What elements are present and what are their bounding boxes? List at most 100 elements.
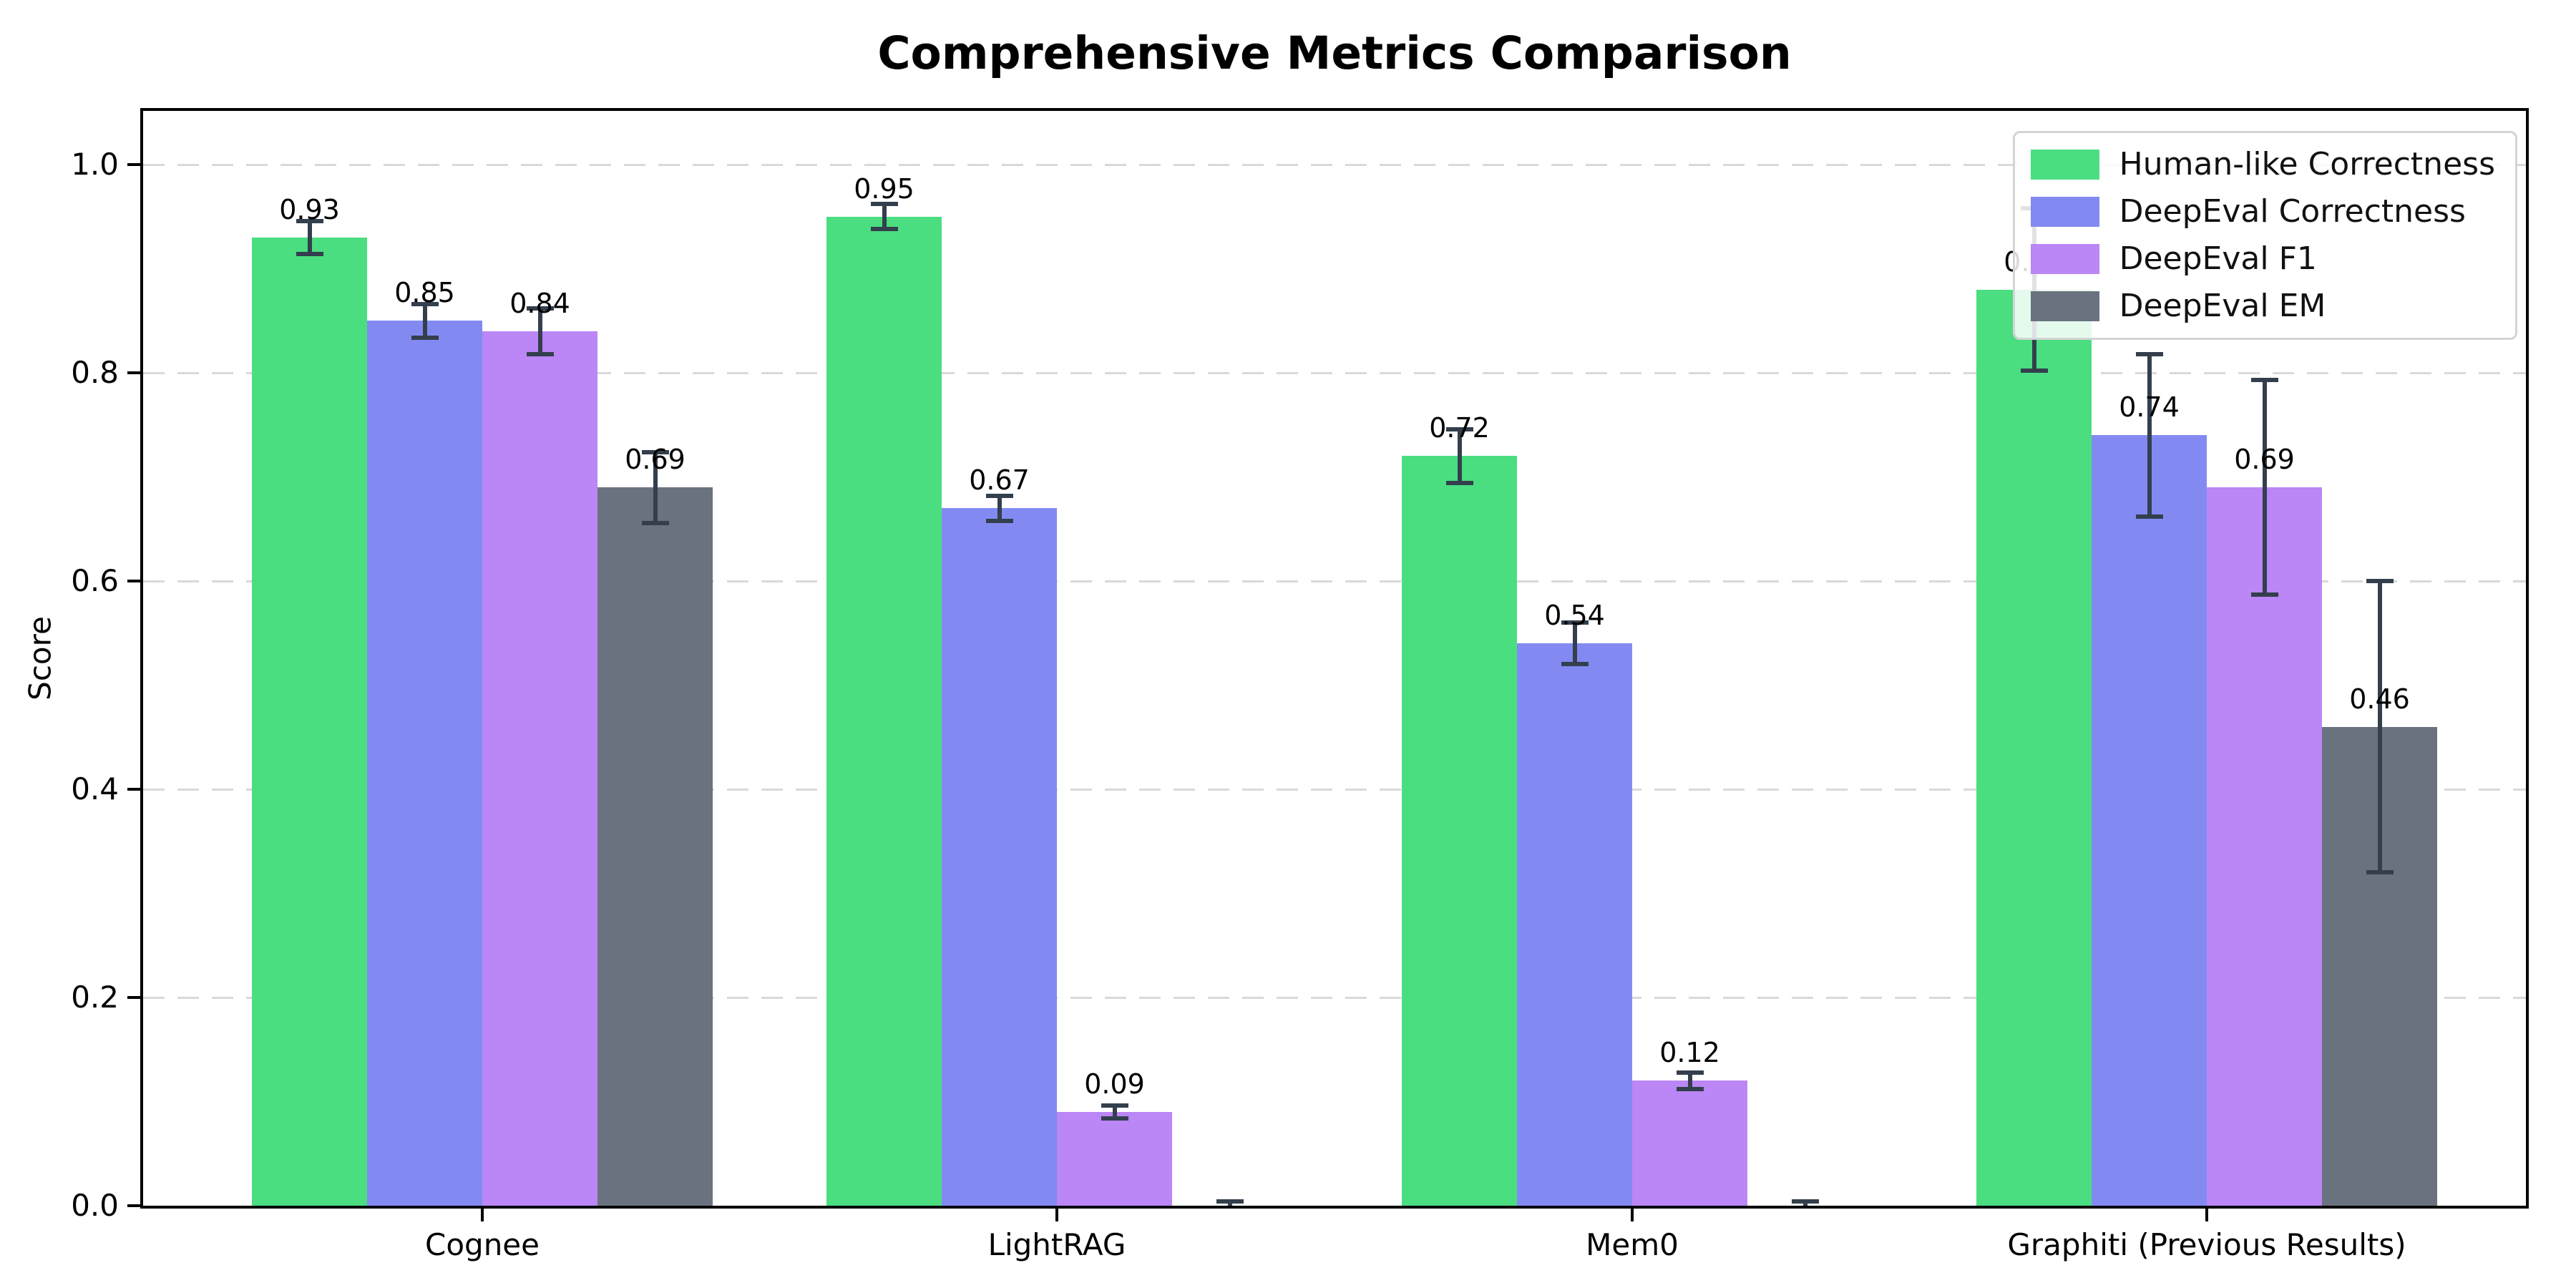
bar-value-label: 0.85 [394,277,455,309]
bar-value-label: 0.95 [854,172,914,205]
error-bar-line [2377,581,2382,873]
error-bar-cap-top [1101,1103,1128,1108]
bar-value-label: 0.69 [625,444,686,476]
error-bar-line [2262,380,2267,595]
gridline-1.0 [143,164,2526,166]
error-bar-line [307,220,312,255]
error-bar-line [1572,623,1577,665]
error-bar-cap-bottom [2135,514,2163,519]
error-bar-cap-top [2250,378,2278,383]
bar-deepeval-correctness-2 [1517,643,1632,1206]
error-bar-cap-top [2366,579,2394,583]
y-axis-label: Score [22,616,58,701]
error-bar-cap-bottom [2366,870,2394,875]
bar-value-label: 0.12 [1659,1037,1720,1069]
error-bar-line [882,204,887,230]
error-bar-line [2147,353,2152,517]
error-bar-cap-bottom [411,335,439,340]
bar-human-like-correctness-1 [826,216,942,1206]
y-tick-mark [127,580,140,582]
legend-swatch-2 [2030,244,2099,274]
error-bar-cap-top [1676,1070,1704,1075]
y-tick-label: 0.2 [71,980,119,1015]
error-bar-cap-top [411,301,439,306]
x-tick-mark [1631,1209,1634,1221]
error-bar-cap-bottom [1445,481,1473,486]
legend: Human-like Correctness DeepEval Correctne… [2012,131,2517,340]
x-category-label-0: Cognee [425,1227,540,1262]
error-bar-cap-bottom [1676,1087,1704,1092]
error-bar-cap-top [1445,426,1473,431]
gridline-0.6 [143,580,2526,582]
error-bar-cap-top [870,202,898,207]
bar-value-label: 0.09 [1084,1068,1145,1101]
bar-human-like-correctness-2 [1402,456,1517,1206]
error-bar-cap-bottom [526,351,554,356]
error-bar-cap-top [1561,620,1589,625]
legend-label-2: DeepEval F1 [2119,240,2317,277]
legend-label-0: Human-like Correctness [2119,146,2495,182]
x-tick-mark [481,1209,484,1221]
x-category-label-3: Graphiti (Previous Results) [2007,1227,2406,1262]
error-bar-cap-top [641,449,669,454]
error-bar-line [1687,1072,1692,1090]
y-tick-label: 0.0 [71,1188,119,1223]
error-bar-cap-top [526,306,554,311]
error-bar-cap-bottom [1561,662,1589,667]
bar-deepeval-f1-1 [1057,1112,1172,1206]
bar-value-label: 0.69 [2234,444,2295,476]
y-tick-mark [127,371,140,374]
error-bar-cap-top [985,493,1013,498]
error-bar-line [1112,1106,1117,1118]
error-bar-cap-bottom [2250,592,2278,597]
y-tick-mark [127,1204,140,1207]
axis-spine-left [140,108,143,1209]
x-category-label-1: LightRAG [987,1227,1126,1262]
y-tick-mark [127,996,140,999]
y-tick-label: 1.0 [71,147,119,182]
x-tick-mark [2205,1209,2208,1221]
gridline-0.2 [143,997,2526,999]
bar-deepeval-f1-2 [1632,1080,1747,1206]
error-bar-line [422,303,427,338]
bar-value-label: 0.93 [279,193,340,225]
x-tick-mark [1055,1209,1058,1221]
bar-deepeval-em-0 [597,487,713,1206]
bar-deepeval-correctness-1 [942,508,1057,1206]
axis-spine-top [143,108,2526,111]
bar-value-label: 0.67 [969,464,1030,497]
y-tick-label: 0.6 [71,563,119,598]
y-tick-mark [127,163,140,166]
error-bar-cap-bottom [296,252,323,257]
bar-human-like-correctness-3 [1976,289,2092,1206]
error-bar-line [1457,429,1462,484]
legend-item-2: DeepEval F1 [2030,240,2495,278]
legend-item-1: DeepEval Correctness [2030,193,2495,230]
error-bar-cap-bottom [641,520,669,525]
error-bar-cap-bottom [870,227,898,232]
x-category-label-2: Mem0 [1586,1227,1679,1262]
bar-value-label: 0.54 [1544,600,1605,632]
error-bar-line [653,452,658,523]
error-bar-cap-top [296,218,323,223]
legend-swatch-1 [2030,197,2099,227]
legend-swatch-0 [2030,150,2099,180]
bar-deepeval-f1-0 [482,331,597,1206]
error-bar-line [997,495,1002,521]
legend-label-3: DeepEval EM [2119,288,2326,324]
gridline-0.4 [143,789,2526,791]
error-bar-cap-bottom [985,518,1013,523]
axis-spine-right [2526,108,2529,1209]
bar-value-label: 0.72 [1429,412,1490,444]
error-bar-cap-top [2135,351,2163,356]
bar-deepeval-correctness-0 [367,321,482,1206]
legend-item-0: Human-like Correctness [2030,146,2495,183]
chart-title: Comprehensive Metrics Comparison [877,27,1792,79]
legend-item-3: DeepEval EM [2030,288,2495,325]
error-bar-cap-bottom [1101,1116,1128,1121]
legend-swatch-3 [2030,291,2099,321]
axis-spine-bottom [140,1206,2529,1209]
error-bar-line [537,308,542,354]
bar-value-label: 0.84 [509,287,570,319]
